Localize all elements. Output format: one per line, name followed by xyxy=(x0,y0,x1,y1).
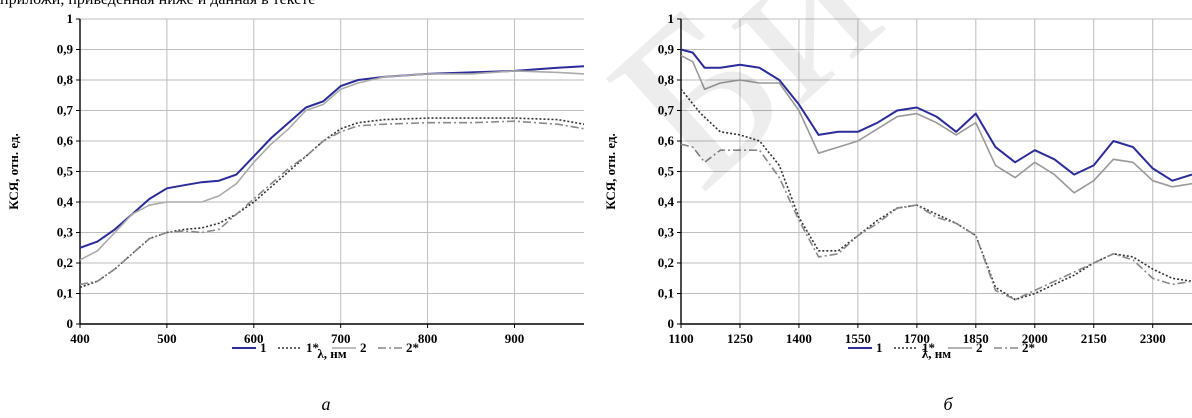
series-line-1 xyxy=(79,65,585,249)
y-tick-label: 0 xyxy=(668,316,675,331)
x-tick-label: 1400 xyxy=(786,331,812,346)
y-tick-label: 0,3 xyxy=(658,225,675,240)
y-tick-label: 0,6 xyxy=(658,133,675,148)
y-tick-label: 0,4 xyxy=(658,194,675,209)
series-line-1star xyxy=(680,88,1192,301)
y-tick-label: 0,1 xyxy=(57,286,73,301)
series-line-2 xyxy=(680,54,1192,194)
chart-caption: б xyxy=(943,394,953,414)
y-tick-label: 0,7 xyxy=(57,103,74,118)
chart-a: 0 0,1 0,2 0,3 0,4 0,5 0,6 0,7 0,8 0,9 1 400 500 600 70… xyxy=(6,11,585,414)
x-tick-label: 1550 xyxy=(845,331,871,346)
y-tick-label: 0,6 xyxy=(57,133,74,148)
chart-caption: а xyxy=(322,394,331,414)
x-axis-label: λ, нм xyxy=(922,346,951,361)
y-tick-label: 0,9 xyxy=(57,42,74,57)
y-tick-label: 0,4 xyxy=(57,194,74,209)
x-tick-label: 900 xyxy=(505,331,525,346)
legend-label: 2* xyxy=(406,340,419,355)
series-line-2 xyxy=(79,70,585,261)
x-tick-label: 500 xyxy=(157,331,177,346)
x-tick-label: 2000 xyxy=(1022,331,1048,346)
top-text: приложи, приведенная ниже и данная в тек… xyxy=(0,0,315,9)
y-axis-label: КСЯ, отн. ед. xyxy=(6,133,21,210)
y-tick-label: 0,5 xyxy=(658,164,675,179)
y-tick-label: 0,9 xyxy=(658,42,675,57)
x-tick-label: 2150 xyxy=(1081,331,1107,346)
legend-label: 1 xyxy=(260,340,267,355)
y-tick-label: 1 xyxy=(67,11,74,26)
x-tick-label: 800 xyxy=(418,331,438,346)
x-tick-label: 600 xyxy=(244,331,264,346)
y-tick-label: 0,3 xyxy=(57,225,74,240)
x-tick-label: 2300 xyxy=(1140,331,1166,346)
x-tick-label: 700 xyxy=(331,331,351,346)
y-tick-label: 0,5 xyxy=(57,164,74,179)
y-tick-label: 0,8 xyxy=(57,72,74,87)
x-tick-label: 1250 xyxy=(727,331,753,346)
legend-label: 1* xyxy=(306,340,319,355)
series-line-1star xyxy=(79,117,585,289)
legend-label: 2* xyxy=(1022,340,1035,355)
x-tick-label: 1100 xyxy=(668,331,693,346)
y-tick-label: 0,1 xyxy=(658,286,674,301)
legend-label: 1* xyxy=(922,340,935,355)
x-tick-label: 1850 xyxy=(963,331,989,346)
legend: 1 1* 2 2* xyxy=(848,340,1035,355)
x-axis-label: λ, нм xyxy=(317,346,346,361)
y-tick-label: 0,8 xyxy=(658,72,675,87)
y-tick-label: 0 xyxy=(67,316,74,331)
y-tick-label: 0,2 xyxy=(658,255,674,270)
chart-b: 0 0,1 0,2 0,3 0,4 0,5 0,6 0,7 0,8 0,9 1 1100 1250 140… xyxy=(603,11,1192,414)
legend-label: 1 xyxy=(876,340,883,355)
series-line-2star xyxy=(680,143,1192,301)
y-tick-label: 1 xyxy=(668,11,675,26)
legend: 1 1* 2 2* xyxy=(232,340,419,355)
y-tick-label: 0,2 xyxy=(57,255,73,270)
x-tick-label: 1700 xyxy=(904,331,930,346)
legend-label: 2 xyxy=(976,340,983,355)
series-line-2star xyxy=(79,120,585,286)
legend-label: 2 xyxy=(360,340,367,355)
y-tick-label: 0,7 xyxy=(658,103,675,118)
series-line-1 xyxy=(680,48,1192,182)
x-tick-label: 400 xyxy=(70,331,90,346)
y-axis-label: КСЯ, отн. ед. xyxy=(603,133,618,210)
